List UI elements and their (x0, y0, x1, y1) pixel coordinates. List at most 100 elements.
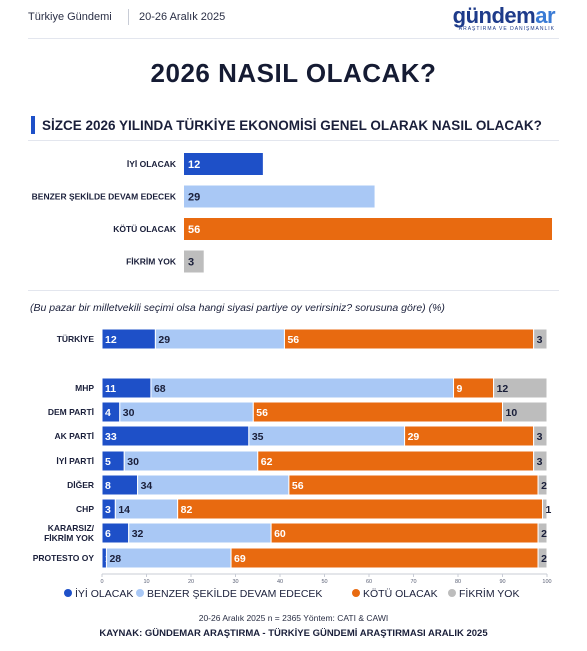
brand-label: Türkiye Gündemi (28, 11, 112, 23)
legend-marker-kotu (352, 589, 360, 597)
segment-turkiye-fikrim (533, 328, 548, 350)
header-rule (28, 38, 559, 39)
value-label-iyi-olacak: 12 (188, 159, 200, 171)
x-tick-label-80: 80 (455, 579, 461, 585)
party-label-ak-parti: AK PARTİ (54, 431, 94, 441)
segment-value-iyi-parti-kotu: 62 (261, 456, 273, 468)
segment-protesto-oy-kotu (230, 547, 539, 569)
party-label-diger: DİĞER (67, 479, 94, 490)
segment-value-ak-parti-iyi: 33 (105, 431, 117, 443)
source-note: KAYNAK: GÜNDEMAR ARAŞTIRMA - TÜRKİYE GÜN… (99, 628, 488, 639)
question-accent-bar (31, 116, 35, 134)
party-label-protesto-oy: PROTESTO OY (33, 553, 95, 563)
x-tick-label-40: 40 (277, 579, 283, 585)
segment-value-turkiye-benzer: 29 (158, 334, 170, 346)
x-tick-label-90: 90 (499, 579, 505, 585)
segment-value-chp-fikrim: 1 (546, 504, 552, 516)
segment-ak-parti-kotu (404, 425, 535, 447)
segment-value-mhp-iyi: 11 (105, 383, 116, 395)
x-tick-label-100: 100 (542, 579, 551, 585)
page-title: 2026 NASIL OLACAK? (150, 58, 437, 88)
x-tick-label-30: 30 (232, 579, 238, 585)
category-label-iyi-olacak: İYİ OLACAK (127, 159, 177, 169)
segment-iyi-parti-kotu (257, 450, 535, 472)
segment-value-dem-parti-kotu: 56 (256, 407, 268, 419)
top-bar: Türkiye Gündemi 20-26 Aralık 2025 gündem… (0, 0, 587, 38)
segment-diger-fikrim (537, 474, 548, 496)
segment-protesto-oy-benzer (105, 547, 232, 569)
segment-value-diger-iyi: 8 (105, 480, 111, 492)
legend-marker-benzer (136, 589, 144, 597)
segment-value-kararsiz-fikrim-yok-iyi: 6 (105, 528, 111, 540)
question-rule (28, 140, 559, 141)
x-tick-label-10: 10 (143, 579, 149, 585)
segment-value-mhp-fikrim: 12 (497, 383, 509, 395)
party-label-turkiye: TÜRKİYE (57, 334, 95, 344)
bar-iyi-olacak (184, 153, 263, 175)
segment-value-dem-parti-fikrim: 10 (506, 407, 518, 419)
segment-dem-parti-benzer (119, 401, 254, 423)
question-text: SİZCE 2026 YILINDA TÜRKİYE EKONOMİSİ GEN… (42, 118, 542, 133)
overall-bar-chart: İYİ OLACAK 12 BENZER ŞEKİLDE DEVAM EDECEK 2… (32, 153, 552, 273)
segment-value-dem-parti-iyi: 4 (105, 407, 111, 419)
segment-turkiye-kotu (283, 328, 535, 350)
segment-value-turkiye-iyi: 12 (105, 334, 117, 346)
gundemar-logo: gündemar ARAŞTIRMA VE DANIŞMANLIK (453, 3, 556, 33)
segment-value-dem-parti-benzer: 30 (123, 407, 135, 419)
party-label-iyi-parti: İYİ PARTİ (56, 456, 94, 466)
segment-value-protesto-oy-benzer: 28 (109, 553, 121, 565)
x-tick-label-60: 60 (366, 579, 372, 585)
category-label-fikrim-yok: FİKRİM YOK (126, 257, 177, 267)
segment-iyi-parti-fikrim (533, 450, 548, 472)
bar-benzer-sekilde-devam-edecek (184, 185, 375, 208)
segment-value-chp-kotu: 82 (181, 504, 193, 516)
segment-value-protesto-oy-kotu: 69 (234, 553, 246, 565)
segment-iyi-parti-benzer (123, 450, 259, 472)
segment-value-diger-benzer: 34 (141, 480, 153, 492)
segment-value-diger-kotu: 56 (292, 480, 304, 492)
segment-value-chp-iyi: 3 (105, 504, 111, 516)
segment-mhp-benzer (150, 377, 455, 399)
segment-value-mhp-kotu: 9 (457, 383, 463, 395)
segment-mhp-fikrim (493, 377, 548, 399)
segment-ak-parti-iyi (101, 425, 250, 447)
segment-value-turkiye-fikrim: 3 (537, 334, 543, 346)
segment-value-chp-benzer: 14 (118, 504, 130, 516)
segment-chp-kotu (177, 498, 544, 520)
date-range: 20-26 Aralık 2025 (139, 11, 226, 23)
segment-dem-parti-fikrim (502, 401, 548, 423)
segment-ak-parti-benzer (248, 425, 406, 447)
legend-marker-iyi (64, 589, 72, 597)
segment-value-ak-parti-benzer: 35 (252, 431, 264, 443)
logo-accent-text: ar (535, 3, 555, 28)
category-label-benzer-sekilde-devam-edecek: BENZER ŞEKİLDE DEVAM EDECEK (32, 192, 177, 202)
segment-value-iyi-parti-benzer: 30 (127, 456, 139, 468)
header-divider (128, 9, 129, 25)
segment-value-diger-fikrim: 2 (541, 480, 547, 492)
segment-value-ak-parti-fikrim: 3 (537, 431, 543, 443)
legend-label-iyi: İYİ OLACAK (75, 587, 133, 600)
segment-value-ak-parti-kotu: 29 (408, 431, 420, 443)
x-tick-label-50: 50 (321, 579, 327, 585)
segment-ak-parti-fikrim (533, 425, 548, 447)
party-label-dem-parti: DEM PARTİ (48, 407, 94, 417)
segment-diger-kotu (288, 474, 539, 496)
segment-value-turkiye-kotu: 56 (287, 334, 299, 346)
segment-kararsiz-fikrim-yok-benzer (128, 522, 272, 544)
party-label-mhp: MHP (75, 383, 94, 393)
legend-label-benzer: BENZER ŞEKİLDE DEVAM EDECEK (147, 587, 322, 600)
segment-value-iyi-parti-iyi: 5 (105, 456, 111, 468)
segment-turkiye-benzer (154, 328, 285, 350)
segment-protesto-oy-fikrim (537, 547, 548, 569)
segment-value-iyi-parti-fikrim: 3 (537, 456, 543, 468)
party-label-kararsiz-fikrim-yok-line2: FİKRİM YOK (44, 533, 95, 543)
legend-label-kotu: KÖTÜ OLACAK (363, 588, 438, 600)
legend-label-fikrim: FİKRİM YOK (459, 587, 519, 600)
bar-fikrim-yok (184, 250, 204, 273)
value-label-kotu-olacak: 56 (188, 224, 200, 236)
segment-value-protesto-oy-fikrim: 2 (541, 553, 547, 565)
party-label-chp: CHP (76, 504, 94, 514)
method-note: 20-26 Aralık 2025 n = 2365 Yöntem: CATI … (198, 613, 389, 623)
bar-kotu-olacak (184, 218, 552, 240)
